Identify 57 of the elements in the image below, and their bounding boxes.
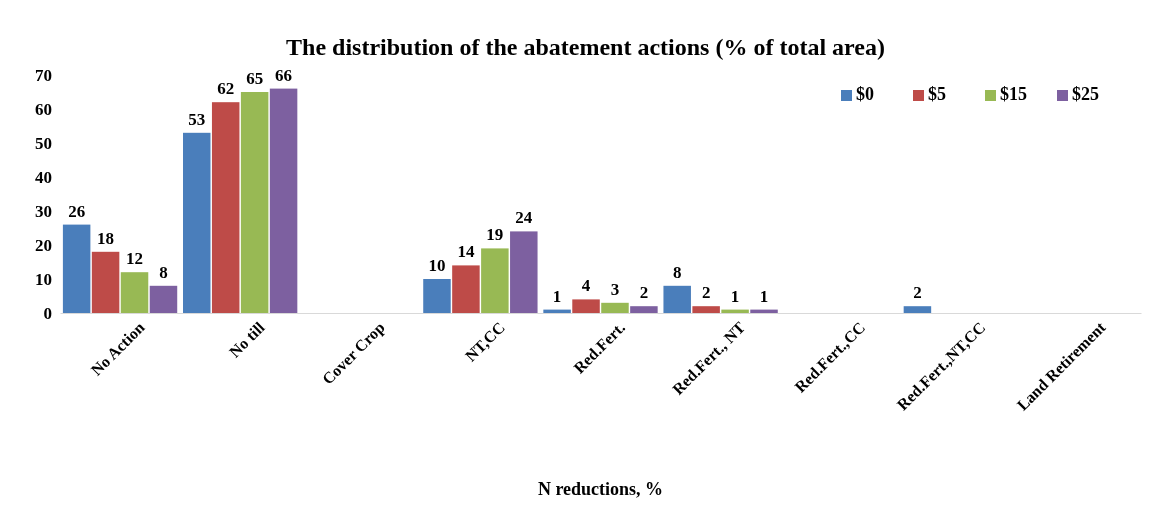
data-label: 2: [639, 283, 649, 303]
legend-label: $25: [1072, 84, 1099, 104]
bar: [692, 306, 720, 313]
y-tick-label: 70: [35, 65, 52, 85]
data-label: 12: [126, 249, 144, 269]
data-label: 1: [730, 286, 740, 306]
data-label: 14: [457, 242, 475, 262]
legend-label: $0: [856, 84, 874, 104]
x-axis-title: N reductions, %: [537, 479, 664, 499]
data-label: 24: [515, 208, 533, 228]
bar: [630, 306, 658, 313]
y-tick-label: 20: [35, 235, 52, 255]
data-label: 18: [97, 228, 115, 248]
data-label: 10: [428, 256, 446, 275]
bar: [452, 265, 480, 313]
bar: [62, 224, 91, 313]
data-label: 66: [275, 65, 293, 85]
bar: [423, 279, 451, 313]
data-label: 26: [68, 201, 86, 221]
bar: [91, 251, 120, 313]
y-tick-label: 10: [35, 269, 52, 289]
y-tick-label: 60: [35, 99, 52, 119]
bar: [572, 299, 600, 313]
y-tick-label: 50: [35, 133, 52, 153]
bar: [903, 306, 932, 313]
data-label: 3: [610, 279, 620, 299]
bar: [750, 309, 778, 313]
x-tick-label: No till: [225, 318, 269, 361]
chart-title: The distribution of the abatement actions (% of total area): [286, 34, 885, 60]
data-label: 8: [672, 262, 682, 282]
data-label: 1: [759, 286, 769, 306]
bar: [183, 132, 211, 313]
data-label: 1: [552, 286, 562, 306]
bar: [120, 272, 149, 313]
bar: [601, 302, 629, 313]
data-label: 2: [701, 283, 711, 303]
legend-label: $15: [1000, 84, 1027, 104]
bar: [510, 231, 538, 313]
bar: [721, 309, 749, 313]
legend-label: $5: [928, 84, 946, 104]
data-label: 62: [217, 79, 235, 99]
bar: [269, 88, 298, 313]
data-label: 8: [159, 262, 168, 282]
data-label: 19: [486, 225, 504, 245]
data-label: 53: [188, 109, 206, 129]
bar: [240, 92, 269, 313]
bar: [663, 285, 691, 313]
y-tick-label: 40: [35, 167, 52, 187]
bar: [481, 248, 509, 313]
data-label: 2: [913, 283, 922, 303]
y-tick-label: 0: [43, 303, 52, 323]
bar: [543, 309, 571, 313]
data-label: 4: [581, 276, 591, 296]
data-label: 65: [246, 69, 264, 88]
bar: [211, 102, 240, 313]
bar: [149, 285, 178, 313]
y-tick-label: 30: [35, 201, 52, 221]
